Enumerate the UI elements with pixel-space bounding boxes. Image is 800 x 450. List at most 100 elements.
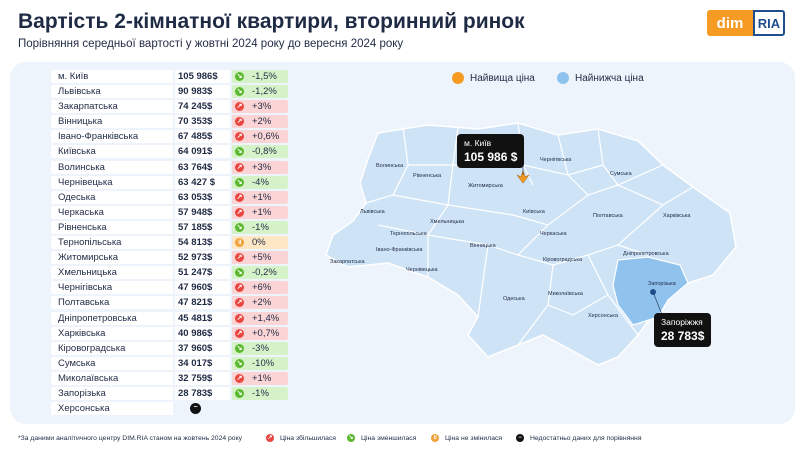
region-name: Черкаська [51, 205, 173, 219]
trend-zero-icon: ॥ [235, 238, 244, 248]
table-row: Львівська 90 983$ ↘ -1,2% [51, 84, 296, 99]
trend-up-icon: ↗ [235, 162, 244, 172]
region-name: Херсонська [51, 402, 173, 416]
region-change-value: +1% [252, 191, 272, 203]
map-region-label: Дніпропетровська [623, 251, 670, 257]
map-region-label: Івано-Франківська [376, 247, 423, 253]
trend-down-icon: ↘ [235, 343, 244, 353]
region-price: 34 017$ [175, 356, 230, 370]
region-change: ↗ +0,7% [232, 326, 288, 340]
table-row: Київська 64 091$ ↘ -0,8% [51, 144, 296, 159]
dim-ria-logo[interactable]: dim RIA [707, 10, 789, 36]
callout-zaporizhzhia-value: 28 783$ [661, 329, 705, 343]
region-name: Дніпропетровська [51, 311, 173, 325]
trend-up-icon: ↗ [235, 207, 244, 217]
callout-kyiv-name: м. Київ [464, 138, 492, 148]
trend-down-icon: ↘ [235, 358, 244, 368]
trend-down-icon: ↘ [235, 177, 244, 187]
page-subtitle: Порівняння середньої вартості у жовтні 2… [18, 38, 404, 50]
region-name: Хмельницька [51, 266, 173, 280]
region-price: 37 960$ [175, 341, 230, 355]
region-name: Івано-Франківська [51, 130, 173, 144]
region-price: 40 986$ [175, 326, 230, 340]
region-change-value: +2% [252, 116, 272, 128]
region-price: 47 960$ [175, 281, 230, 295]
region-change: ↗ +1% [232, 371, 288, 385]
trend-down-icon: ↘ [235, 72, 244, 81]
region-change: ↘ -10% [232, 356, 288, 370]
region-change: ॥ 0% [232, 236, 288, 250]
table-row: Житомирська 52 973$ ↗ +5% [51, 250, 296, 265]
map-region-label: Миколаївська [548, 291, 584, 297]
trend-up-icon: ↗ [235, 192, 244, 202]
region-change: ↘ -1% [232, 386, 288, 400]
region-price: 70 353$ [175, 115, 230, 129]
region-change-value: -0,8% [252, 146, 277, 158]
region-borders [365, 122, 694, 346]
region-change: ↘ -4% [232, 175, 288, 189]
table-row: Волинська 63 764$ ↗ +3% [51, 160, 296, 175]
region-name: Кіровоградська [51, 341, 173, 355]
region-name: Полтавська [51, 296, 173, 310]
table-row: Сумська 34 017$ ↘ -10% [51, 356, 296, 371]
region-change: ↘ -1,5% [232, 70, 288, 83]
region-name: Одеська [51, 190, 173, 204]
map-region-label: Закарпатська [330, 259, 366, 265]
region-price: 90 983$ [175, 85, 230, 99]
footer-legend-zero: ॥ Ціна не змінилася [431, 434, 502, 442]
map-region-label: Житомирська [468, 183, 504, 189]
callout-zaporizhzhia-name: Запоріжжя [661, 317, 703, 327]
footer-legend-down-label: Ціна зменшилася [361, 434, 417, 442]
table-row: Черкаська 57 948$ ↗ +1% [51, 205, 296, 220]
map-region-label: Полтавська [593, 213, 624, 219]
map-region-label: Чернівецька [406, 267, 439, 273]
region-name: Сумська [51, 356, 173, 370]
table-row: Миколаївська 32 759$ ↗ +1% [51, 371, 296, 386]
region-name: Миколаївська [51, 371, 173, 385]
map-region-label: Хмельницька [430, 219, 465, 225]
callout-kyiv-value: 105 986 $ [464, 150, 518, 164]
region-price: 105 986$ [175, 70, 230, 83]
pause-icon: ॥ [431, 434, 439, 442]
region-change: ↗ +5% [232, 251, 288, 265]
region-price: 57 185$ [175, 220, 230, 234]
region-name: Житомирська [51, 251, 173, 265]
legend-lowest-dot [557, 72, 569, 84]
trend-up-icon: ↗ [235, 102, 244, 112]
table-row: Івано-Франківська 67 485$ ↗ +0,6% [51, 129, 296, 144]
region-name: Рівненська [51, 220, 173, 234]
region-name: Тернопільська [51, 236, 173, 250]
region-change: ↗ +1,4% [232, 311, 288, 325]
logo-dim: dim [707, 10, 753, 36]
table-row: Кіровоградська 37 960$ ↘ -3% [51, 341, 296, 356]
region-change-value: -1,2% [252, 86, 277, 98]
legend-highest: Найвища ціна [452, 72, 535, 84]
region-change: ↘ -0,2% [232, 266, 288, 280]
region-price: 28 783$ [175, 386, 230, 400]
page-title: Вартість 2-кімнатної квартири, вторинний… [18, 10, 525, 33]
region-change: ↗ +1% [232, 205, 288, 219]
map-region-label: Одеська [503, 296, 526, 302]
zaporizhzhia-leader [652, 291, 664, 318]
region-change: ↗ +0,6% [232, 130, 288, 144]
region-change-value: -0,2% [252, 267, 277, 279]
legend-highest-dot [452, 72, 464, 84]
region-name: Чернівецька [51, 175, 173, 189]
trend-up-icon: ↗ [235, 298, 244, 308]
minus-icon: − [516, 434, 524, 442]
region-change-value: +3% [252, 101, 272, 113]
region-change-value: -1,5% [252, 71, 277, 82]
region-name: м. Київ [51, 70, 173, 83]
trend-down-icon: ↘ [235, 147, 244, 157]
trend-up-icon: ↗ [235, 373, 244, 383]
map-region-label: Київська [523, 209, 546, 215]
trend-up-icon: ↗ [235, 117, 244, 127]
region-change-value: +2% [252, 297, 272, 309]
region-name: Закарпатська [51, 100, 173, 114]
region-labels: Волинська Рівненська Житомирська Чернігівсь… [330, 157, 691, 319]
trend-down-icon: ↘ [235, 222, 244, 232]
region-change: ↗ +1% [232, 190, 288, 204]
region-change-value: 0% [252, 237, 266, 249]
table-row: Дніпропетровська 45 481$ ↗ +1,4% [51, 311, 296, 326]
table-row: Рівненська 57 185$ ↘ -1% [51, 220, 296, 235]
